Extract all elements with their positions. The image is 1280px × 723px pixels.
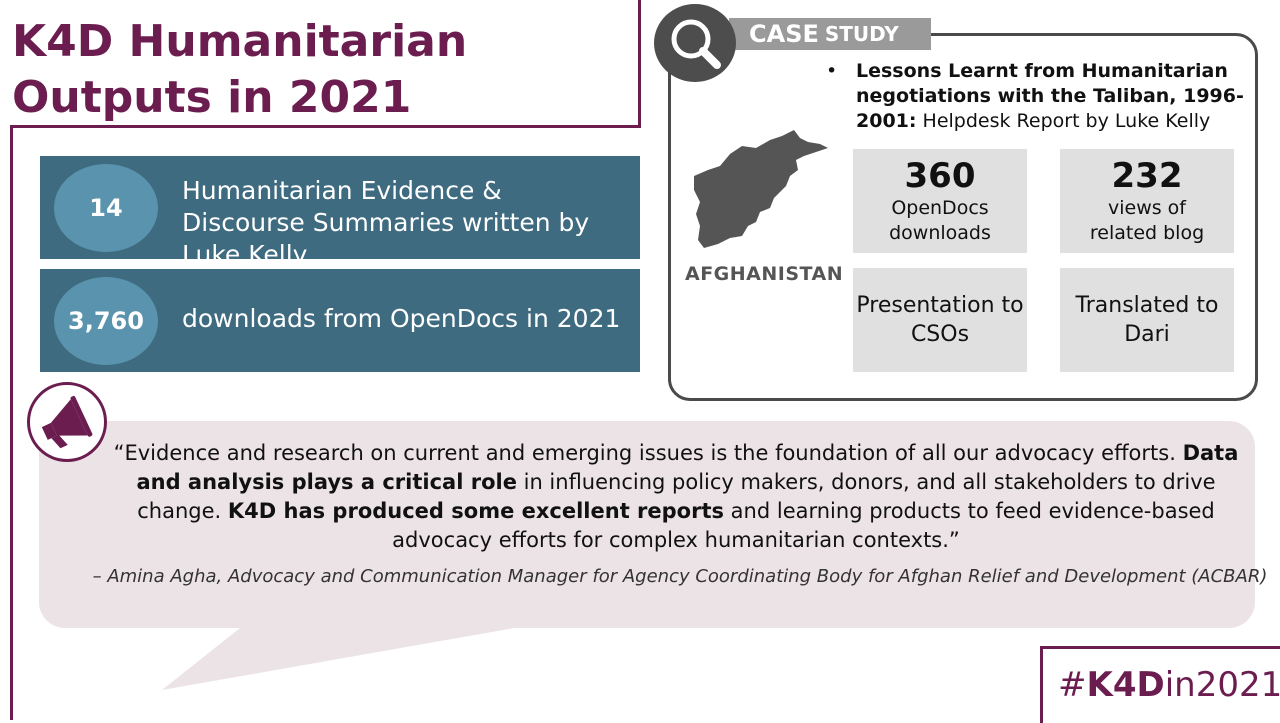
quote-bubble (39, 421, 1255, 628)
report-title: Lessons Learnt from Humanitarian negotia… (856, 60, 1244, 132)
metric-value: 232 (1111, 156, 1183, 196)
case-tag-word: CASE (749, 20, 819, 48)
search-icon (654, 4, 736, 82)
quote-emphasis: K4D has produced some excellent reports (227, 499, 724, 523)
frame-line (638, 0, 641, 128)
metric-tile-translation: Translated to Dari (1060, 268, 1234, 372)
quote-attribution: – Amina Agha, Advocacy and Communication… (92, 566, 1268, 587)
metric-tile-blog-views: 232 views of related blog (1060, 149, 1234, 253)
frame-line (10, 125, 641, 128)
tile-text: Presentation to (856, 293, 1024, 318)
metric-label: views of (1107, 197, 1186, 219)
metric-tile-downloads: 360 OpenDocs downloads (853, 149, 1027, 253)
metric-value: 360 (904, 156, 976, 196)
quote-part: in influencing policy makers, donors, an… (137, 470, 1216, 523)
case-tag-word: STUDY (824, 22, 899, 46)
afghanistan-map-icon (690, 126, 832, 254)
hashtag-brand: K4D (1086, 665, 1165, 705)
stat-value-circle: 3,760 (54, 277, 158, 365)
frame-line (10, 125, 13, 720)
stat-value-circle: 14 (54, 164, 158, 252)
stat-banner-downloads: 3,760 downloads from OpenDocs in 2021 (40, 269, 640, 372)
tile-text: Dari (1124, 322, 1170, 347)
hashtag-symbol: # (1058, 665, 1087, 705)
megaphone-icon (27, 382, 107, 462)
hashtag: #K4Din2021 (1058, 665, 1280, 705)
bullet: • (826, 60, 838, 82)
stat-label: downloads from OpenDocs in 2021 (182, 304, 621, 333)
stat-banner-summaries: 14 Humanitarian Evidence & Discourse Sum… (40, 156, 640, 269)
tile-text: Translated to (1075, 293, 1219, 318)
hashtag-in: in (1164, 665, 1196, 705)
quote-text: “Evidence and research on current and em… (96, 439, 1256, 555)
country-label: AFGHANISTAN (685, 263, 844, 285)
quote-emphasis: Data and analysis plays a critical role (136, 441, 1239, 494)
stat-label: Humanitarian Evidence & Discourse Summar… (182, 176, 590, 269)
metric-label: OpenDocs (891, 197, 989, 219)
report-description: Helpdesk Report by Luke Kelly (922, 110, 1211, 132)
tile-text: CSOs (910, 322, 970, 347)
quote-part: and learning products to feed evidence-b… (392, 499, 1215, 552)
page-title: K4D Humanitarian Outputs in 2021 (12, 16, 468, 123)
metric-label: related blog (1089, 222, 1205, 244)
metric-tile-presentation: Presentation to CSOs (853, 268, 1027, 372)
quote-part: “Evidence and research on current and em… (113, 441, 1176, 465)
hashtag-year: 2021 (1195, 665, 1280, 705)
hashtag-box (1040, 646, 1280, 723)
metric-label: downloads (889, 222, 991, 244)
case-study-tag: CASE STUDY (729, 18, 931, 50)
